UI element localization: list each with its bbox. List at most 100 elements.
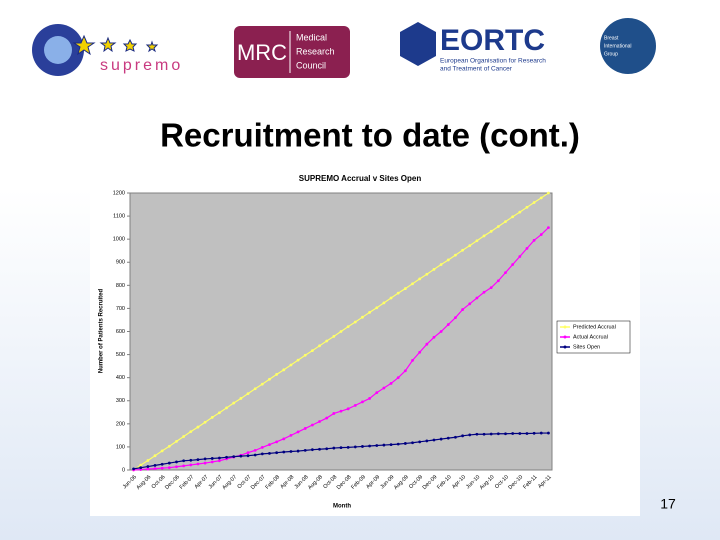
point <box>439 437 443 441</box>
point <box>496 225 500 228</box>
point <box>246 451 250 455</box>
point <box>318 344 321 348</box>
point <box>547 226 550 230</box>
point <box>325 339 329 343</box>
point <box>425 439 429 443</box>
point <box>461 308 464 311</box>
point <box>160 462 164 466</box>
point <box>268 443 271 447</box>
y-tick-label: 700 <box>116 306 125 312</box>
y-tick-label: 1100 <box>113 214 125 220</box>
point <box>468 433 472 437</box>
point <box>361 400 364 404</box>
point <box>167 461 171 465</box>
point <box>218 456 221 460</box>
legend-label: Actual Accrual <box>573 334 608 340</box>
point <box>296 449 300 453</box>
point <box>353 445 357 449</box>
point <box>475 432 479 436</box>
y-tick-label: 0 <box>122 467 125 473</box>
point <box>346 445 350 449</box>
point <box>454 316 457 320</box>
point <box>253 453 257 457</box>
point <box>346 407 350 411</box>
point <box>239 397 243 400</box>
point <box>403 442 407 445</box>
legend-marker <box>563 345 567 349</box>
point <box>275 451 279 455</box>
point <box>296 358 300 362</box>
y-tick-label: 600 <box>116 329 125 335</box>
point <box>439 330 443 333</box>
y-tick-label: 500 <box>116 352 125 358</box>
legend-marker <box>563 335 567 339</box>
logo-text: Medical <box>296 32 327 42</box>
point <box>346 325 350 329</box>
point <box>454 253 457 257</box>
point <box>532 238 536 242</box>
point <box>232 455 236 459</box>
point <box>432 335 436 339</box>
point <box>339 446 343 450</box>
point <box>253 387 257 391</box>
point <box>339 409 343 413</box>
point <box>210 457 214 460</box>
point <box>225 406 228 410</box>
point <box>139 463 143 467</box>
legend-marker <box>563 325 567 329</box>
logo-text: Group <box>604 51 618 57</box>
point <box>310 349 314 353</box>
point <box>153 454 157 458</box>
point <box>389 443 393 447</box>
point <box>282 437 286 441</box>
point <box>339 330 343 333</box>
logo-text: supremo <box>100 57 183 74</box>
point <box>432 268 436 271</box>
point <box>518 255 522 258</box>
supremo-globe-center <box>44 36 72 64</box>
point <box>496 432 500 436</box>
point <box>389 382 393 385</box>
logo-text: Research <box>296 46 335 56</box>
point <box>196 425 200 429</box>
point <box>411 282 414 286</box>
logo-text: Breast <box>604 35 619 41</box>
page-number: 17 <box>660 496 676 512</box>
chart-title: SUPREMO Accrual v Sites Open <box>299 174 422 183</box>
point <box>403 287 407 290</box>
point <box>403 369 407 373</box>
logo-text: MRC <box>237 40 287 65</box>
star <box>122 38 138 52</box>
y-axis-title: Number of Patients Recruited <box>99 288 105 373</box>
point <box>203 420 207 424</box>
point <box>325 447 329 451</box>
point <box>504 432 507 436</box>
y-tick-label: 200 <box>116 421 125 427</box>
point <box>210 415 214 419</box>
point <box>425 342 429 346</box>
point <box>260 445 264 449</box>
legend-label: Predicted Accrual <box>573 324 616 330</box>
point <box>439 263 443 266</box>
point <box>132 467 135 471</box>
point <box>182 464 186 468</box>
point <box>310 423 314 427</box>
logo-text: EORTC <box>440 24 545 57</box>
point <box>153 463 157 467</box>
mrc-logo <box>234 26 350 78</box>
point <box>203 457 207 461</box>
point <box>175 460 178 464</box>
point <box>361 315 364 319</box>
point <box>418 277 422 281</box>
point <box>353 403 357 407</box>
point <box>246 392 250 395</box>
point <box>189 458 193 462</box>
point <box>189 463 193 467</box>
point <box>310 448 314 452</box>
point <box>382 443 386 447</box>
point <box>203 461 207 465</box>
big-logo <box>600 18 656 74</box>
point <box>318 420 321 423</box>
logo-text: International <box>604 43 632 49</box>
